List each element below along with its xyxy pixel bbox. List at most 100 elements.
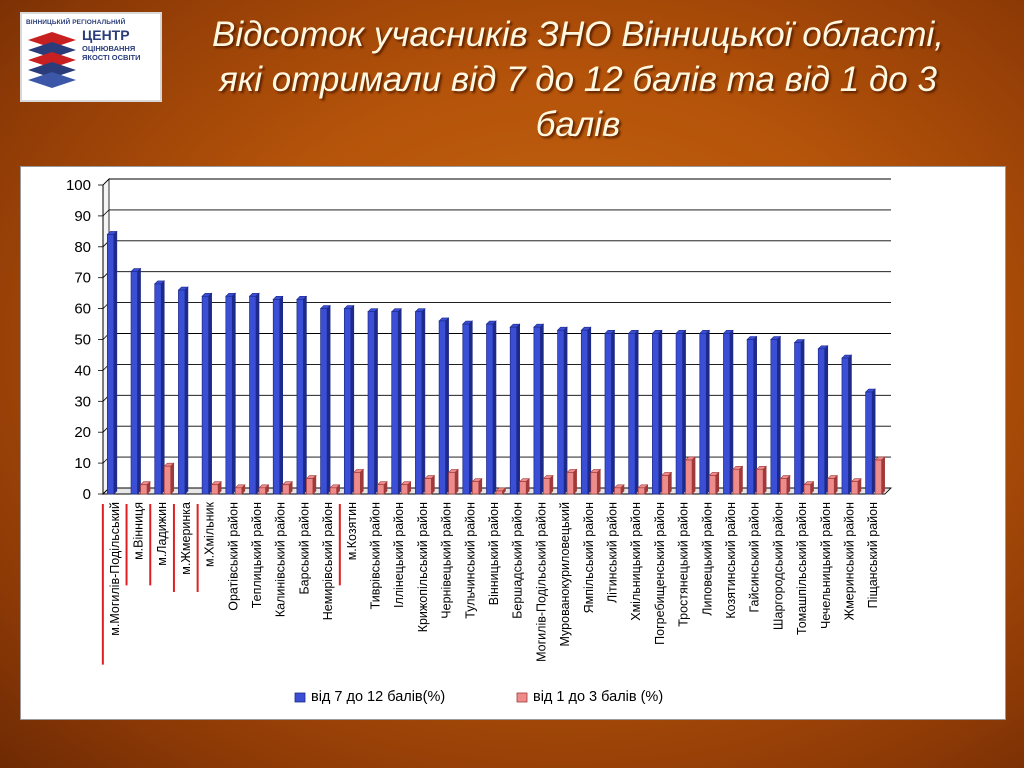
x-tick-label: Гайсинський район [748, 502, 762, 613]
bar-series1-side [374, 307, 378, 495]
x-tick-label: Іллінецький район [392, 502, 406, 608]
bar-series2 [234, 487, 243, 495]
x-tick-label: м.Ладижин [155, 502, 169, 566]
logo-line3a: ОЦІНЮВАННЯ [82, 44, 136, 53]
bar-series1 [130, 271, 138, 495]
bar-series1-side [113, 230, 118, 495]
x-tick-label: Оратівський район [226, 502, 240, 611]
bar-series2 [282, 484, 290, 495]
y-tick-label: 20 [74, 424, 91, 441]
bar-series1-side [611, 329, 615, 495]
bar-series2 [803, 484, 811, 495]
bar-series2 [685, 459, 693, 495]
bar-series2 [211, 484, 219, 495]
x-tick-label: Бершадський район [511, 502, 525, 619]
x-tick-label: Чечельницький район [819, 502, 833, 629]
grid-diag [102, 209, 110, 217]
bar-series2 [353, 472, 361, 495]
bar-series2 [780, 478, 788, 495]
bar-series1-side [682, 329, 686, 495]
logo-line2: ЦЕНТР [82, 27, 130, 43]
x-tick-label: Погребищенський район [653, 502, 667, 645]
y-tick-label: 30 [74, 393, 91, 410]
bar-series2 [637, 487, 646, 495]
bar-series2-side [762, 465, 767, 495]
bar-series1 [509, 326, 518, 495]
bar-series1 [201, 295, 209, 495]
x-tick-label: Теплицький район [250, 502, 264, 608]
bar-series1-side [800, 338, 805, 495]
bar-series2 [519, 481, 527, 495]
x-tick-label: Ямпільський район [582, 502, 596, 613]
bar-series1 [178, 289, 186, 495]
bar-series1 [533, 326, 541, 495]
bar-series2-side [170, 462, 175, 495]
bar-series2-side [881, 456, 885, 495]
bar-series1-side [137, 267, 141, 495]
x-tick-label: м.Вінниця [132, 502, 146, 560]
x-tick-label: Мурованокуриловецький [558, 502, 572, 646]
logo-emblem-icon [28, 32, 76, 88]
bar-series2 [756, 468, 764, 495]
x-tick-label: Тульчинський район [463, 502, 477, 619]
x-tick-label: Крижопільський район [416, 502, 430, 632]
bar-series1-side [634, 329, 639, 495]
bar-series1-side [824, 345, 829, 495]
bar-series1 [557, 329, 565, 495]
y-tick-label: 70 [74, 270, 91, 287]
bar-series2-side [596, 468, 601, 495]
bar-series1 [367, 311, 375, 495]
bar-series2 [400, 484, 409, 495]
bar-series1 [628, 332, 636, 495]
bar-series2-side [549, 474, 554, 495]
bar-series1 [486, 323, 494, 495]
y-tick-label: 50 [74, 332, 91, 349]
bar-series1 [106, 234, 115, 495]
y-tick-label: 10 [74, 455, 91, 472]
bar-series1-side [705, 329, 710, 495]
bar-series1-side [871, 388, 876, 495]
logo-line3b: ЯКОСТІ ОСВІТИ [82, 53, 141, 62]
bar-series1 [438, 320, 446, 495]
bar-series2-side [833, 474, 838, 495]
legend-label-series1: від 7 до 12 балів(%) [311, 689, 445, 705]
bar-series1 [675, 332, 683, 495]
bar-series2 [306, 478, 314, 495]
x-tick-label: Хмільницький район [629, 502, 643, 621]
x-tick-label: м.Хмільник [203, 501, 217, 566]
legend-swatch-series2 [516, 692, 528, 703]
bar-series2 [471, 481, 480, 495]
bar-series2 [448, 472, 456, 495]
bar-series1-side [658, 329, 663, 495]
y-tick-label: 90 [74, 208, 91, 225]
bar-series1 [841, 357, 849, 495]
bar-series2-side [478, 477, 483, 495]
bar-series1 [225, 295, 233, 495]
bar-series1-side [208, 292, 212, 495]
bar-series1 [462, 323, 470, 495]
bar-series2 [543, 478, 551, 495]
bar-series1 [580, 329, 589, 495]
x-tick-label: Могилів-Подільський район [534, 502, 548, 662]
bar-series1 [723, 332, 731, 495]
x-tick-label: Піщанський район [866, 502, 880, 608]
logo-line3: ОЦІНЮВАННЯ ЯКОСТІ ОСВІТИ [82, 44, 141, 62]
bar-series2-side [857, 477, 862, 495]
bar-series2-side [739, 465, 743, 495]
bar-series1-side [160, 280, 165, 495]
x-tick-label: Тиврівський район [369, 502, 383, 609]
bar-series1-side [445, 317, 449, 495]
bar-series1 [817, 348, 826, 495]
bar-series1-side [279, 295, 284, 495]
x-tick-label: Шаргородський район [771, 502, 785, 630]
bar-series2-side [360, 468, 364, 495]
title-line-3: балів [535, 105, 621, 144]
bar-series2 [874, 459, 883, 495]
bar-series2 [851, 481, 859, 495]
bar-series1-side [397, 307, 402, 495]
bar-series1 [770, 339, 778, 495]
x-tick-label: Літинський район [605, 502, 619, 603]
legend-label-series2: від 1 до 3 балів (%) [533, 689, 663, 705]
bar-series1-side [255, 292, 260, 495]
bar-series2-side [668, 471, 672, 495]
